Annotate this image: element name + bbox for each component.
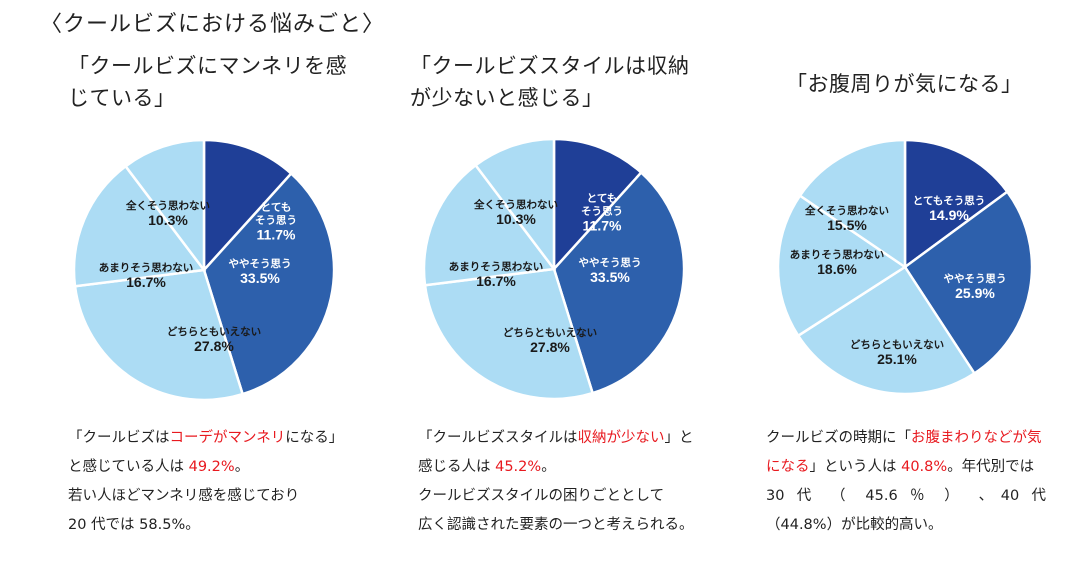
slice-label-dochira: どちらともいえない <box>503 326 597 339</box>
slice-label-yaya: ややそう思う <box>944 273 1007 285</box>
slice-label-mattaku: 全くそう思わない <box>473 198 558 211</box>
page-title: 〈クールビズにおける悩みごと〉 <box>40 12 386 37</box>
caption-line: 30 代 （ 45.6 ％ ） 、40 代 <box>766 488 1046 504</box>
caption-line: になる」という人は 40.8%。年代別では <box>766 459 1035 475</box>
slice-label-amari: あまりそう思わない <box>99 261 194 274</box>
slice-label-totemo: そう思う <box>255 215 297 227</box>
slice-value-dochira: 25.1% <box>877 351 917 367</box>
slice-label-dochira: どちらともいえない <box>167 325 261 338</box>
caption-line: 20 代では 58.5%。 <box>68 517 200 533</box>
pie-slice-totemo <box>903 138 1010 270</box>
chart-title-line: じている」 <box>68 86 176 110</box>
caption-storage: 「クールビズスタイルは収納が少ない」と 感じる人は 45.2%。 クールビズスタ… <box>418 424 718 540</box>
slice-label-totemo: とても <box>587 193 618 205</box>
slice-label-totemo: とても <box>261 202 292 214</box>
slice-label-mattaku: 全くそう思わない <box>804 204 889 217</box>
caption-line: クールビズスタイルの困りごととして <box>418 488 665 504</box>
caption-line: 「クールビズはコーデがマンネリになる」 <box>68 430 344 446</box>
slice-value-yaya: 33.5% <box>590 269 630 285</box>
caption-line: （44.8%）が比較的高い。 <box>766 517 943 533</box>
pie-slice-dochira <box>73 268 245 402</box>
pie-slice-totemo <box>202 138 293 274</box>
caption-line: と感じている人は 49.2%。 <box>68 459 250 475</box>
pie-slice-totemo <box>552 137 643 273</box>
chart-title-storage: 「クールビズスタイルは収納 が少ないと感じる」 <box>410 50 730 114</box>
slice-label-amari: あまりそう思わない <box>790 248 885 261</box>
slice-label-totemo: そう思う <box>581 206 623 218</box>
slice-label-mattaku: 全くそう思わない <box>125 199 210 212</box>
pie-slice-amari <box>72 164 207 288</box>
pie-slice-mattaku <box>798 138 907 270</box>
caption-line: 「クールビズスタイルは収納が少ない」と <box>418 430 694 446</box>
slice-value-amari: 16.7% <box>126 274 166 290</box>
slice-label-amari: あまりそう思わない <box>449 260 544 273</box>
pie-slice-amari <box>776 193 908 338</box>
slice-label-totemo: とてもそう思う <box>913 195 985 207</box>
slice-value-totemo: 14.9% <box>929 207 969 223</box>
chart-title-line: 「クールビズにマンネリを感 <box>68 54 348 78</box>
pie-slice-dochira <box>796 265 977 396</box>
slice-value-amari: 18.6% <box>817 261 857 277</box>
caption-line: クールビズの時期に「お腹まわりなどが気 <box>766 430 1042 446</box>
slice-value-yaya: 25.9% <box>955 285 995 301</box>
chart-title-line: が少ないと感じる」 <box>410 86 604 110</box>
slice-value-totemo: 11.7% <box>583 218 622 234</box>
slice-value-mattaku: 15.5% <box>827 217 867 233</box>
slice-value-mattaku: 10.3% <box>496 211 536 227</box>
caption-line: 若い人ほどマンネリ感を感じており <box>68 488 300 504</box>
pie-slice-yaya <box>903 189 1034 376</box>
chart-title-mannerism: 「クールビズにマンネリを感 じている」 <box>68 50 368 114</box>
chart-title-belly: 「お腹周りが気になる」 <box>786 68 1076 100</box>
pie-slice-mattaku <box>123 138 206 274</box>
slice-label-yaya: ややそう思う <box>579 257 642 269</box>
chart-title-line: 「クールビズスタイルは収納 <box>410 54 690 78</box>
pie-slice-mattaku <box>473 137 556 273</box>
chart-title-line: 「お腹周りが気になる」 <box>786 72 1023 96</box>
slice-label-dochira: どちらともいえない <box>850 338 944 351</box>
slice-value-mattaku: 10.3% <box>148 212 188 228</box>
pie-slice-dochira <box>423 267 595 401</box>
slice-value-dochira: 27.8% <box>194 338 234 354</box>
slice-value-yaya: 33.5% <box>240 270 280 286</box>
slice-value-dochira: 27.8% <box>530 339 570 355</box>
slice-value-totemo: 11.7% <box>257 227 296 243</box>
caption-line: 感じる人は 45.2%。 <box>418 459 556 475</box>
caption-mannerism: 「クールビズはコーデがマンネリになる」 と感じている人は 49.2%。 若い人ほ… <box>68 424 368 540</box>
pie-slice-amari <box>422 163 557 287</box>
slice-value-amari: 16.7% <box>476 273 516 289</box>
slice-label-yaya: ややそう思う <box>229 258 292 270</box>
caption-belly: クールビズの時期に「お腹まわりなどが気 になる」という人は 40.8%。年代別で… <box>766 424 1046 540</box>
pie-slice-yaya <box>552 170 686 395</box>
pie-slice-yaya <box>202 171 336 396</box>
caption-line: 広く認識された要素の一つと考えられる。 <box>418 517 694 533</box>
